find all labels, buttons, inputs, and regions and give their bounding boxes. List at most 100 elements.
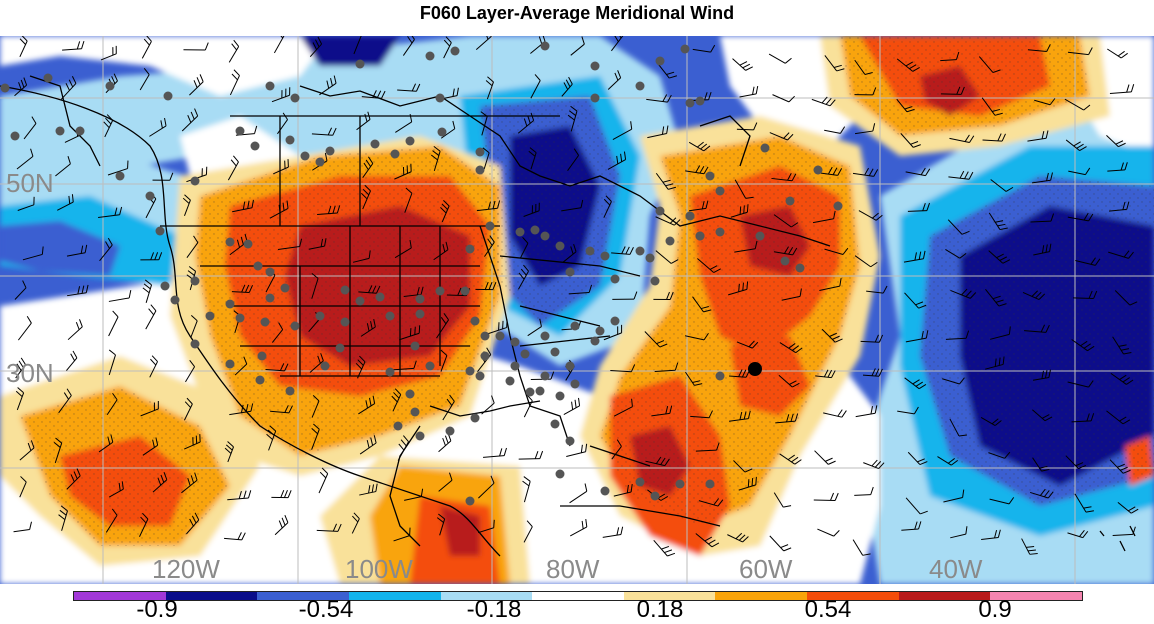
colorbar-segment bbox=[532, 592, 624, 600]
station-dot-icon bbox=[541, 372, 550, 381]
station-dot-icon bbox=[556, 242, 565, 251]
station-dot-icon bbox=[486, 222, 495, 231]
station-dot-icon bbox=[706, 172, 715, 181]
station-dot-icon bbox=[706, 480, 715, 489]
station-dot-icon bbox=[471, 414, 480, 423]
station-dot-icon bbox=[244, 240, 253, 249]
station-dot-icon bbox=[541, 232, 550, 241]
station-dot-icon bbox=[416, 310, 425, 319]
station-dot-icon bbox=[316, 158, 325, 167]
station-dot-icon bbox=[556, 392, 565, 401]
station-dot-icon bbox=[781, 257, 790, 266]
station-dot-icon bbox=[266, 268, 275, 277]
station-dot-icon bbox=[716, 372, 725, 381]
station-dot-icon bbox=[56, 127, 65, 136]
station-dot-icon bbox=[191, 177, 200, 186]
station-dot-icon bbox=[236, 127, 245, 136]
station-dot-icon bbox=[531, 226, 540, 235]
colorbar-label-neg-0.18: -0.18 bbox=[467, 596, 522, 624]
station-dot-icon bbox=[191, 277, 200, 286]
station-dot-icon bbox=[266, 82, 275, 91]
station-dot-icon bbox=[406, 390, 415, 399]
station-dot-icon bbox=[266, 294, 275, 303]
station-dot-icon bbox=[436, 94, 445, 103]
station-dot-icon bbox=[476, 372, 485, 381]
station-dot-icon bbox=[254, 262, 263, 271]
station-dot-icon bbox=[481, 332, 490, 341]
station-dot-icon bbox=[496, 332, 505, 341]
lon-label-120w: 120W bbox=[152, 554, 220, 584]
station-dot-icon bbox=[261, 318, 270, 327]
station-dot-icon bbox=[566, 437, 575, 446]
station-dot-icon bbox=[416, 295, 425, 304]
station-dot-icon bbox=[696, 232, 705, 241]
station-dot-icon bbox=[611, 317, 620, 326]
station-dot-icon bbox=[786, 197, 795, 206]
station-dot-icon bbox=[556, 470, 565, 479]
station-dot-icon bbox=[481, 352, 490, 361]
station-dot-icon bbox=[716, 187, 725, 196]
station-dot-icon bbox=[146, 192, 155, 201]
station-dot-icon bbox=[471, 317, 480, 326]
station-dot-icon bbox=[316, 312, 325, 321]
station-dot-icon bbox=[451, 47, 460, 56]
station-dot-icon bbox=[636, 247, 645, 256]
station-dot-icon bbox=[291, 322, 300, 331]
station-dot-icon bbox=[446, 427, 455, 436]
station-dot-icon bbox=[394, 422, 403, 431]
station-dot-icon bbox=[376, 293, 385, 302]
colorbar bbox=[73, 591, 1083, 601]
station-dot-icon bbox=[386, 368, 395, 377]
station-dot-icon bbox=[336, 344, 345, 353]
colorbar-segment bbox=[715, 592, 807, 600]
station-dot-icon bbox=[76, 127, 85, 136]
station-dot-icon bbox=[636, 478, 645, 487]
highlighted-station-icon bbox=[748, 362, 762, 376]
map-title: F060 Layer-Average Meridional Wind bbox=[0, 0, 1154, 30]
station-dot-icon bbox=[371, 140, 380, 149]
station-dot-icon bbox=[386, 312, 395, 321]
station-dot-icon bbox=[651, 492, 660, 501]
station-dot-icon bbox=[426, 362, 435, 371]
station-dot-icon bbox=[236, 314, 245, 323]
colorbar-label-neg-0.9: -0.9 bbox=[136, 596, 177, 624]
colorbar-segment bbox=[166, 592, 258, 600]
station-dot-icon bbox=[226, 360, 235, 369]
station-dot-icon bbox=[551, 348, 560, 357]
meridional-wind-map bbox=[0, 36, 1154, 584]
station-dot-icon bbox=[116, 172, 125, 181]
station-dot-icon bbox=[11, 132, 20, 141]
station-dot-icon bbox=[796, 264, 805, 273]
station-dot-icon bbox=[511, 338, 520, 347]
station-dot-icon bbox=[156, 227, 165, 236]
colorbar-segment bbox=[349, 592, 441, 600]
station-dot-icon bbox=[506, 377, 515, 386]
station-dot-icon bbox=[466, 367, 475, 376]
station-dot-icon bbox=[466, 245, 475, 254]
station-dot-icon bbox=[586, 247, 595, 256]
station-dot-icon bbox=[666, 237, 675, 246]
station-dot-icon bbox=[291, 94, 300, 103]
station-dot-icon bbox=[541, 332, 550, 341]
station-dot-icon bbox=[436, 287, 445, 296]
lat-label-50n: 50N bbox=[6, 168, 54, 199]
station-dot-icon bbox=[356, 297, 365, 306]
lon-label-60w: 60W bbox=[739, 554, 792, 584]
station-dot-icon bbox=[526, 388, 535, 397]
station-dot-icon bbox=[834, 202, 843, 211]
map-frame: 50N 30N 120W 100W 80W 60W 40W bbox=[0, 36, 1154, 584]
station-dot-icon bbox=[411, 342, 420, 351]
station-dot-icon bbox=[761, 144, 770, 153]
station-dot-icon bbox=[591, 94, 600, 103]
station-dot-icon bbox=[566, 362, 575, 371]
station-dot-icon bbox=[814, 166, 823, 175]
station-dot-icon bbox=[286, 387, 295, 396]
station-dot-icon bbox=[171, 296, 180, 305]
station-dot-icon bbox=[391, 150, 400, 159]
station-dot-icon bbox=[611, 275, 620, 284]
station-dot-icon bbox=[516, 228, 525, 237]
station-dot-icon bbox=[656, 207, 665, 216]
station-dot-icon bbox=[106, 82, 115, 91]
station-dot-icon bbox=[206, 312, 215, 321]
station-dot-icon bbox=[601, 487, 610, 496]
